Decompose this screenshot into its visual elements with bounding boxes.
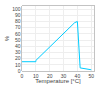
- svg-text:40: 40: [75, 73, 81, 79]
- svg-text:50: 50: [88, 73, 94, 79]
- svg-text:30: 30: [15, 49, 21, 55]
- svg-text:100: 100: [12, 6, 21, 12]
- svg-text:60: 60: [15, 31, 21, 37]
- svg-text:20: 20: [15, 55, 21, 61]
- svg-text:10: 10: [33, 73, 39, 79]
- svg-text:30: 30: [61, 73, 67, 79]
- svg-text:50: 50: [15, 37, 21, 43]
- svg-text:%: %: [4, 35, 10, 41]
- svg-text:20: 20: [47, 73, 53, 79]
- svg-text:0: 0: [18, 68, 21, 74]
- svg-text:90: 90: [15, 12, 21, 18]
- svg-text:0: 0: [21, 73, 24, 79]
- svg-text:10: 10: [15, 62, 21, 68]
- svg-text:Temperature [°C]: Temperature [°C]: [35, 79, 81, 85]
- svg-text:40: 40: [15, 43, 21, 49]
- svg-text:80: 80: [15, 18, 21, 24]
- svg-text:70: 70: [15, 24, 21, 30]
